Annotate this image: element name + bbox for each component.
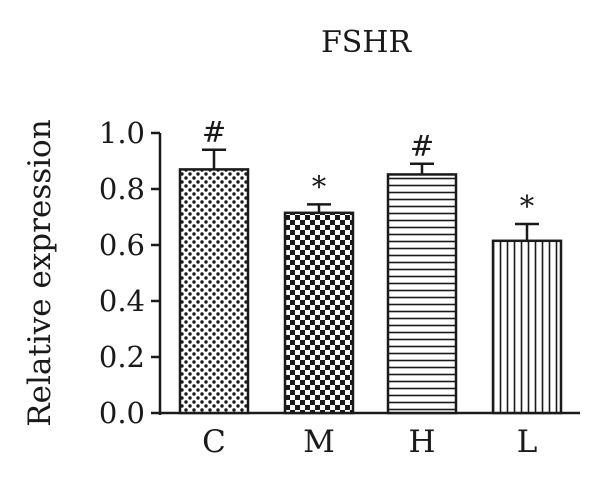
bar: [283, 211, 355, 415]
significance-marker: #: [202, 115, 226, 149]
bar-group-L: *: [491, 189, 563, 415]
y-tick-label: 0.4: [99, 284, 145, 318]
y-tick-label: 1.0: [99, 116, 145, 150]
significance-marker: *: [520, 189, 535, 223]
chart-title: FSHR: [321, 25, 413, 60]
significance-marker: #: [410, 129, 434, 163]
bar: [386, 173, 458, 415]
bar-group-M: *: [283, 169, 355, 415]
bars: # * # *: [178, 115, 563, 415]
bar: [491, 239, 563, 415]
y-ticks: 0.0 0.2 0.4 0.6 0.8 1.0: [99, 116, 160, 430]
y-tick-label: 0.6: [99, 228, 145, 262]
x-tick-label: M: [303, 424, 335, 460]
y-tick-label: 0.8: [99, 172, 145, 206]
y-tick-label: 0.0: [99, 396, 145, 430]
x-tick-label: C: [202, 424, 226, 460]
bar-group-H: #: [386, 129, 458, 415]
y-tick-label: 0.2: [99, 340, 145, 374]
x-tick-label: L: [517, 424, 538, 460]
x-tick-label: H: [408, 424, 435, 460]
significance-marker: *: [312, 169, 327, 203]
bar-group-C: #: [178, 115, 250, 415]
y-axis-label: Relative expression: [22, 119, 58, 426]
bar: [178, 168, 250, 415]
